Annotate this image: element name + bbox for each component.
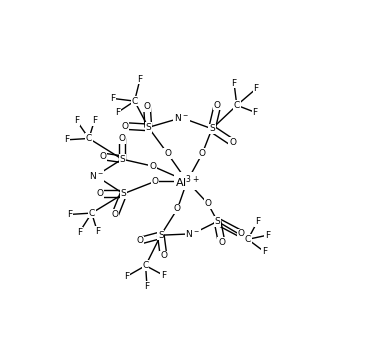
Text: O: O bbox=[143, 102, 150, 111]
Text: F: F bbox=[64, 135, 69, 144]
Text: S: S bbox=[119, 155, 125, 164]
Text: F: F bbox=[265, 231, 270, 240]
Text: S: S bbox=[120, 189, 126, 198]
Text: N$^-$: N$^-$ bbox=[174, 112, 189, 123]
Text: F: F bbox=[67, 210, 72, 219]
Text: F: F bbox=[74, 116, 79, 125]
Text: C: C bbox=[142, 261, 149, 270]
Text: O: O bbox=[199, 149, 206, 158]
Text: C: C bbox=[234, 101, 240, 110]
Text: S: S bbox=[146, 123, 151, 132]
Text: O: O bbox=[137, 236, 143, 245]
Text: F: F bbox=[110, 94, 115, 103]
Text: O: O bbox=[238, 229, 245, 238]
Text: O: O bbox=[96, 189, 104, 198]
Text: F: F bbox=[145, 282, 150, 291]
Text: O: O bbox=[164, 149, 171, 158]
Text: S: S bbox=[209, 124, 215, 133]
Text: N$^-$: N$^-$ bbox=[185, 228, 200, 239]
Text: S: S bbox=[158, 231, 164, 240]
Text: F: F bbox=[92, 116, 97, 125]
Text: C: C bbox=[86, 134, 92, 143]
Text: F: F bbox=[254, 84, 259, 93]
Text: F: F bbox=[138, 75, 143, 84]
Text: O: O bbox=[119, 134, 126, 143]
Text: N$^-$: N$^-$ bbox=[88, 170, 103, 181]
Text: F: F bbox=[231, 79, 237, 88]
Text: F: F bbox=[124, 272, 129, 281]
Text: F: F bbox=[255, 217, 260, 226]
Text: S: S bbox=[215, 217, 220, 226]
Text: O: O bbox=[122, 121, 128, 131]
Text: O: O bbox=[160, 251, 167, 260]
Text: F: F bbox=[77, 228, 82, 237]
Text: O: O bbox=[149, 162, 156, 171]
Text: F: F bbox=[95, 227, 100, 236]
Text: F: F bbox=[115, 108, 120, 117]
Text: O: O bbox=[204, 199, 211, 208]
Text: O: O bbox=[99, 152, 106, 161]
Text: F: F bbox=[252, 108, 257, 117]
Text: O: O bbox=[218, 238, 225, 247]
Text: C: C bbox=[89, 209, 95, 218]
Text: O: O bbox=[214, 101, 221, 110]
Text: C: C bbox=[245, 235, 251, 244]
Text: F: F bbox=[161, 271, 166, 280]
Text: O: O bbox=[174, 204, 181, 214]
Text: Al$^{3+}$: Al$^{3+}$ bbox=[174, 173, 200, 190]
Text: O: O bbox=[112, 210, 119, 219]
Text: O: O bbox=[152, 177, 159, 186]
Text: F: F bbox=[262, 247, 267, 256]
Text: O: O bbox=[229, 138, 236, 147]
Text: C: C bbox=[131, 97, 138, 106]
